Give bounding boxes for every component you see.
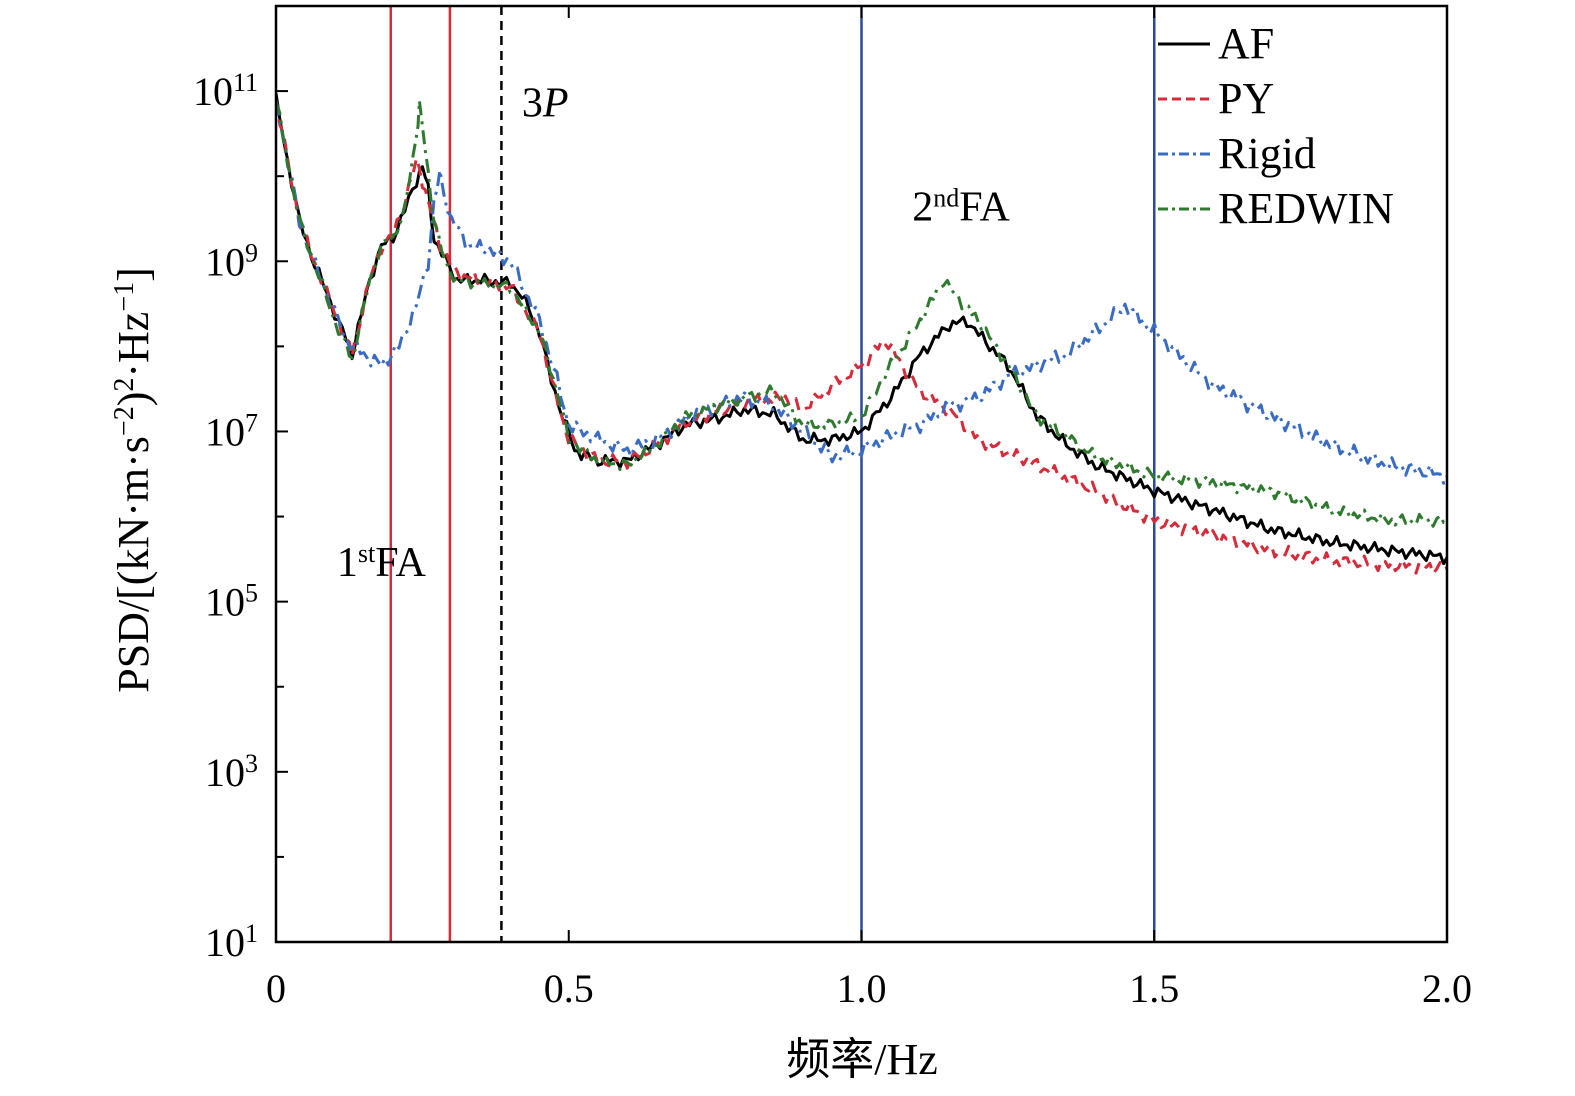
y-tick-label: 105: [205, 578, 258, 625]
y-tick-label: 103: [205, 748, 258, 795]
first-fa-annotation: 1stFA: [337, 539, 427, 587]
series-line-py: [276, 99, 1447, 576]
legend-label-redwin: REDWIN: [1218, 184, 1394, 233]
x-tick-label: 1.5: [1129, 966, 1179, 1011]
y-tick-label: 101: [205, 919, 258, 966]
y-tick-label: 1011: [193, 68, 258, 115]
plot-frame: [274, 4, 1449, 944]
legend-label-af: AF: [1218, 19, 1274, 68]
x-axis-label: 频率/Hz: [786, 1035, 938, 1084]
three-p-annotation: 3P: [522, 81, 569, 127]
series-lines: [276, 92, 1447, 576]
axis-ticks: 0 0.5 1.0 1.5 2.0 101 103 105 107 109 1011: [193, 5, 1472, 1011]
x-tick-label: 1.0: [837, 966, 887, 1011]
x-tick-label: 2.0: [1422, 966, 1472, 1011]
second-fa-annotation: 2ndFA: [912, 183, 1010, 231]
legend: AF PY Rigid REDWIN: [1158, 19, 1394, 233]
y-axis-label: PSD/[(kN·m·s−2)2·Hz−1]: [109, 267, 159, 693]
legend-label-py: PY: [1218, 74, 1274, 123]
y-tick-label: 109: [205, 238, 258, 285]
legend-label-rigid: Rigid: [1218, 129, 1316, 178]
reference-lines: [389, 6, 1156, 942]
series-line-rigid: [276, 101, 1447, 485]
x-tick-label: 0.5: [544, 966, 594, 1011]
y-tick-label: 107: [205, 408, 258, 455]
x-tick-label: 0: [266, 966, 286, 1011]
